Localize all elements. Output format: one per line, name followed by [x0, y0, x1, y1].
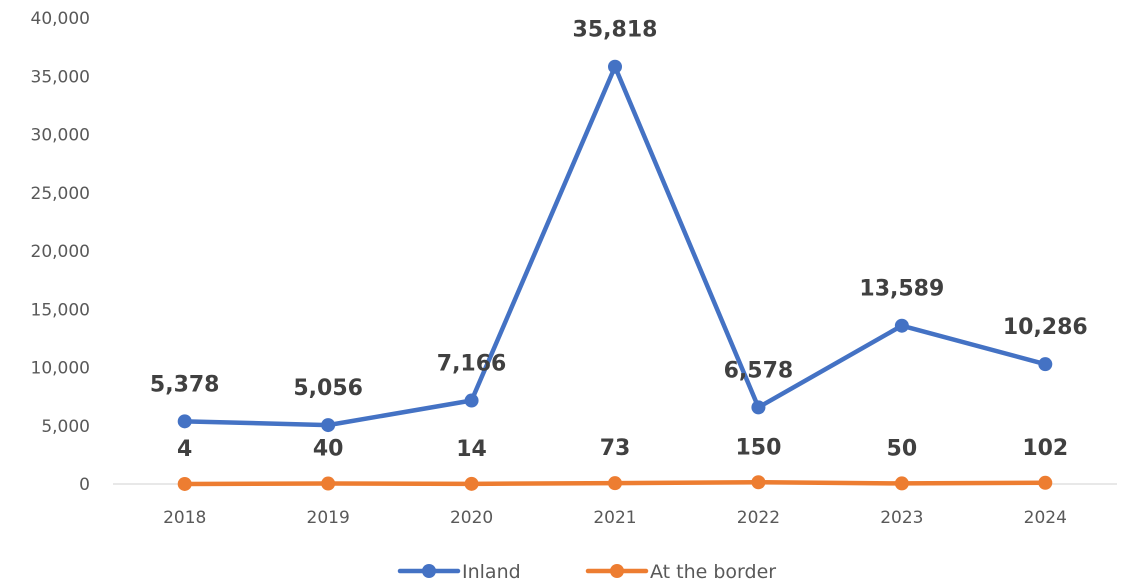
x-tick-label: 2020	[450, 508, 493, 528]
data-point	[464, 393, 479, 408]
y-tick-label: 20,000	[31, 242, 90, 262]
data-point	[751, 475, 766, 490]
data-label: 102	[1022, 436, 1068, 461]
y-axis: 0 5,000 10,000 15,000 20,000 25,000 30,000 35,0…	[31, 9, 90, 495]
x-tick-label: 2019	[307, 508, 350, 528]
x-tick-label: 2024	[1024, 508, 1067, 528]
series-inland	[177, 59, 1053, 433]
data-label: 40	[313, 437, 344, 462]
data-label: 5,056	[293, 376, 363, 401]
y-tick-label: 40,000	[31, 9, 90, 29]
series-at-the-border	[177, 475, 1053, 491]
data-point	[321, 418, 336, 433]
y-tick-label: 25,000	[31, 184, 90, 204]
data-label: 5,378	[150, 372, 220, 397]
data-point	[894, 318, 909, 333]
legend-swatch-marker	[422, 564, 436, 578]
data-point	[464, 476, 479, 491]
data-point	[321, 476, 336, 491]
data-label: 6,578	[724, 358, 794, 383]
data-labels-inland: 5,378 5,056 7,166 35,818 6,578 13,589 10,286	[150, 18, 1088, 401]
y-tick-label: 5,000	[41, 417, 90, 437]
legend-swatch-marker	[610, 564, 624, 578]
data-label: 150	[735, 435, 781, 460]
data-point	[608, 59, 622, 74]
data-label: 73	[600, 436, 631, 461]
data-point	[1038, 357, 1053, 372]
data-labels-at-the-border: 4 40 14 73 150 50 102	[177, 435, 1068, 462]
data-point	[1038, 475, 1053, 490]
legend-item: Inland	[397, 561, 521, 583]
data-label: 13,589	[859, 277, 944, 302]
data-point	[608, 476, 622, 491]
legend-item: At the border	[585, 561, 776, 583]
x-axis: 2018 2019 2020 2021 2022 2023 2024	[113, 483, 1117, 528]
data-label: 4	[177, 437, 192, 462]
data-point	[894, 476, 909, 491]
legend-label: Inland	[462, 561, 521, 583]
y-tick-label: 15,000	[31, 300, 90, 320]
data-label: 7,166	[437, 352, 507, 377]
data-label: 35,818	[573, 18, 658, 43]
y-tick-label: 0	[79, 475, 90, 495]
series-line	[182, 64, 1048, 428]
data-point	[177, 414, 192, 429]
y-tick-label: 30,000	[31, 126, 90, 146]
x-tick-label: 2021	[593, 508, 636, 528]
x-tick-label: 2023	[880, 508, 923, 528]
data-label: 10,286	[1003, 315, 1088, 340]
legend: Inland At the border	[397, 561, 776, 583]
x-tick-label: 2022	[737, 508, 780, 528]
y-tick-label: 10,000	[31, 359, 90, 379]
data-label: 14	[456, 437, 487, 462]
data-point	[177, 476, 192, 491]
data-point	[751, 400, 766, 415]
legend-label: At the border	[650, 561, 776, 583]
data-label: 50	[887, 436, 918, 461]
x-tick-label: 2018	[163, 508, 206, 528]
y-tick-label: 35,000	[31, 67, 90, 87]
